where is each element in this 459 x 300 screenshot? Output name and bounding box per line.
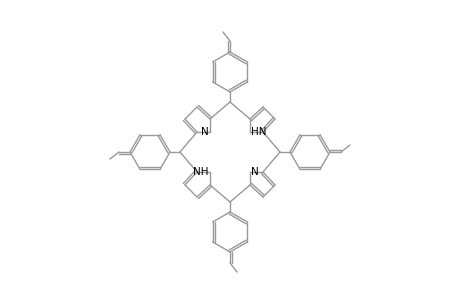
Text: HN: HN [251,127,266,137]
Text: N: N [201,127,208,137]
Text: N: N [251,167,258,177]
Text: NH: NH [193,167,208,177]
